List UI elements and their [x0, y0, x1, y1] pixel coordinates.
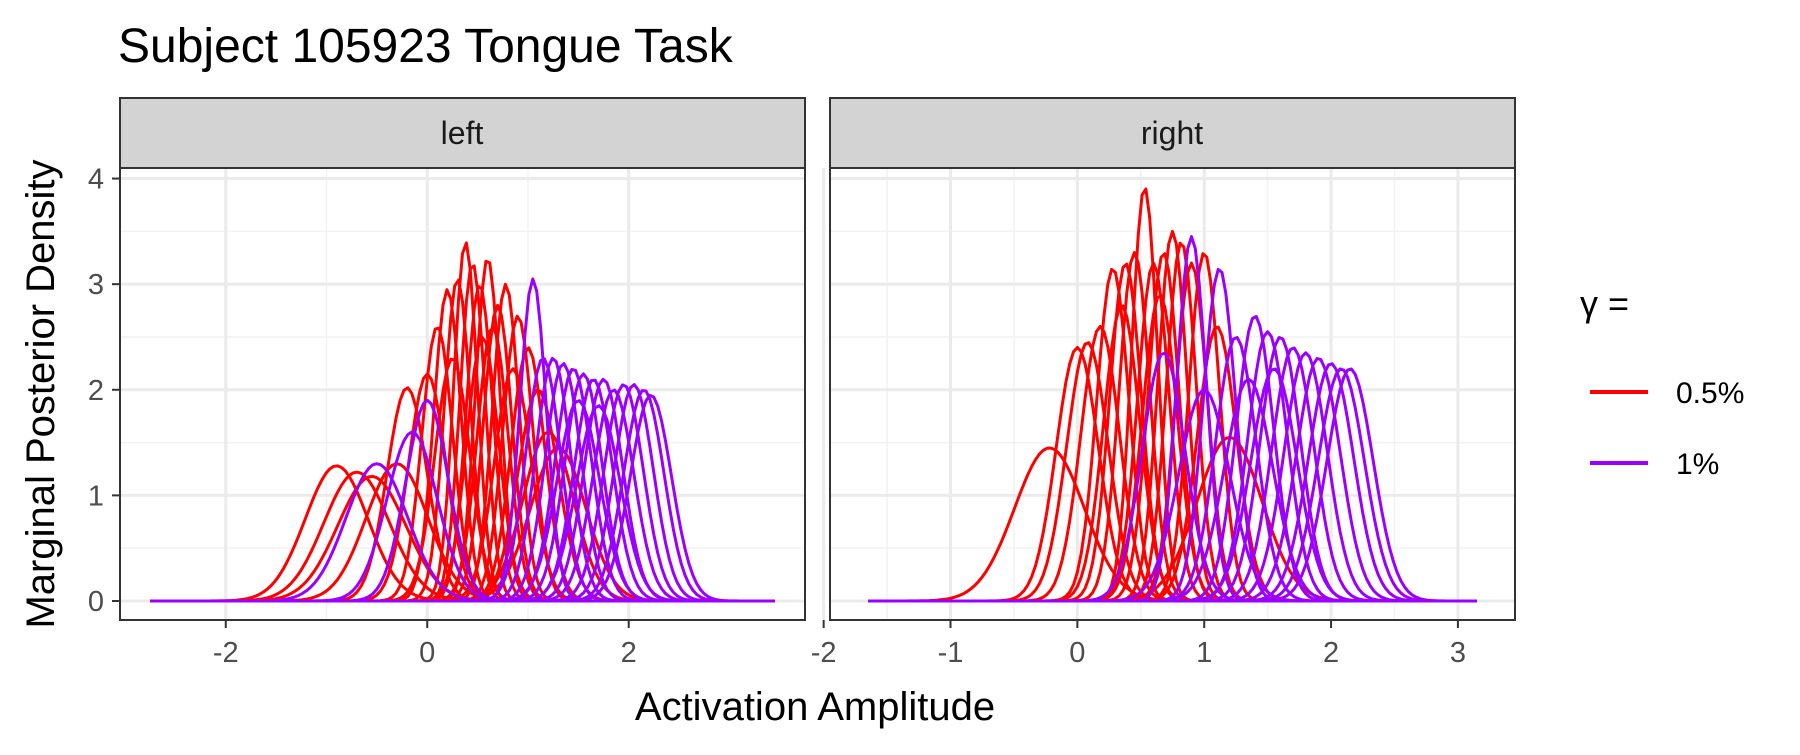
panel-left-y-axis: 0 1 2 3 4 — [88, 164, 120, 618]
y-tick-label: 2 — [88, 375, 104, 407]
x-tick-label: 3 — [1450, 637, 1466, 669]
panel-left-border — [119, 167, 806, 621]
legend: γ = 0.5% 1% — [1580, 283, 1744, 481]
y-axis-title: Marginal Posterior Density — [19, 159, 63, 628]
y-tick-label: 1 — [88, 480, 104, 512]
panel-left-curves — [150, 241, 775, 603]
x-tick-label: -2 — [213, 637, 239, 669]
panel-left-x-axis: -2 0 2 — [213, 620, 637, 669]
x-tick-label: -1 — [938, 637, 964, 669]
x-tick-label: 2 — [1323, 637, 1339, 669]
strip-left-background — [119, 97, 806, 169]
y-tick-label: 3 — [88, 269, 104, 301]
x-tick-label: 1 — [1196, 637, 1212, 669]
y-tick-label: 4 — [88, 164, 104, 196]
chart-title: Subject 105923 Tongue Task — [118, 20, 734, 73]
x-tick-label: 0 — [1069, 637, 1085, 669]
panel-right-plot-area — [830, 168, 1515, 620]
y-tick-label: 0 — [88, 586, 104, 618]
panel-right-curves — [868, 187, 1477, 603]
x-tick-label: 2 — [621, 637, 637, 669]
legend-label-0-5-percent: 0.5% — [1676, 377, 1744, 410]
panel-right-border — [829, 167, 1516, 621]
panel-left: left 0 1 2 3 4 -2 0 2 — [88, 97, 806, 669]
strip-right-label: right — [1141, 115, 1203, 151]
panel-right: right -2 -1 0 1 2 3 — [811, 97, 1516, 669]
density-curve — [868, 377, 1477, 603]
x-tick-label: 0 — [419, 637, 435, 669]
x-tick-label: -2 — [811, 637, 837, 669]
panel-right-x-axis: -2 -1 0 1 2 3 — [811, 620, 1466, 669]
strip-left-label: left — [441, 115, 484, 151]
x-axis-title: Activation Amplitude — [635, 685, 995, 729]
legend-label-1-percent: 1% — [1676, 448, 1719, 481]
density-curve — [150, 404, 775, 603]
legend-title: γ = — [1580, 283, 1629, 324]
